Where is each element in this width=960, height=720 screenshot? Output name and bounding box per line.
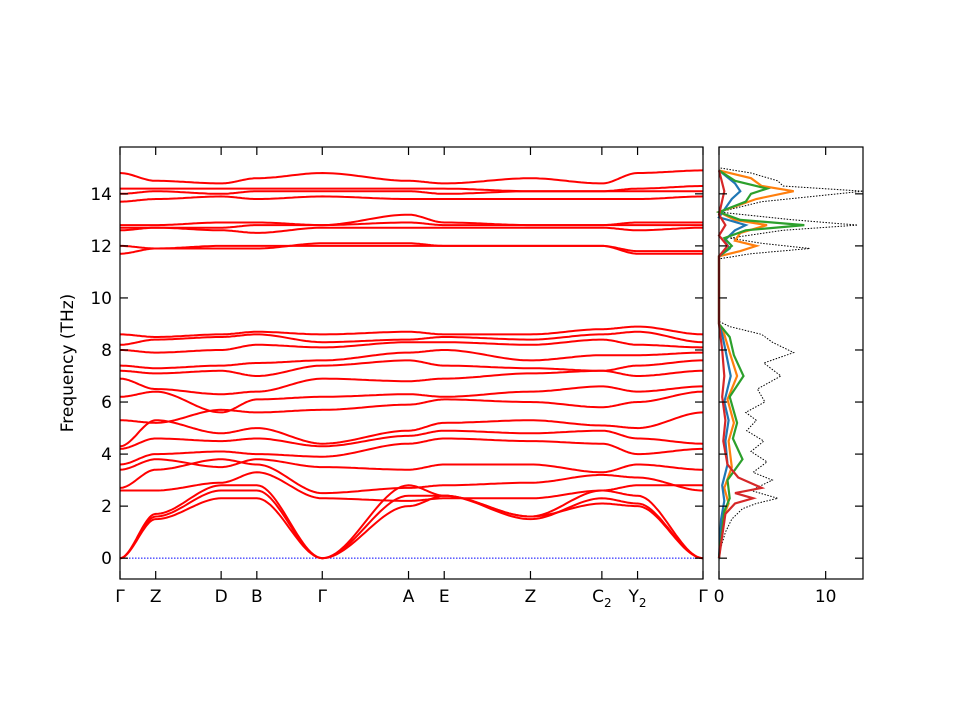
band-line-14 [120, 338, 703, 354]
dos-x-tick-label: 10 [815, 587, 837, 607]
x-tick-label: C2 [592, 587, 612, 610]
x-tick-label: Z [150, 587, 162, 607]
x-tick-label: B [251, 587, 263, 607]
band-line-6 [119, 437, 703, 466]
band-line-11 [119, 369, 703, 396]
dos-series-4 [717, 170, 766, 559]
band-line-9 [120, 390, 704, 424]
band-line-5 [119, 458, 703, 474]
dos-lines [715, 167, 864, 561]
x-tick-label: D [215, 587, 228, 607]
y-tick-label: 10 [90, 289, 112, 309]
band-line-10 [120, 385, 703, 414]
band-line-25 [119, 169, 703, 185]
x-tick-label: A [403, 587, 415, 607]
band-line-15 [120, 330, 704, 346]
band-line-4 [119, 458, 703, 495]
band-line-2 [119, 484, 704, 560]
band-structure-plot: 0 2 4 6 8 10 12 14 Γ Z D B Γ A E Z C2 Y2 Γ Frequency (THz… [58, 146, 708, 610]
dos-x-tick-label: 0 [714, 587, 725, 607]
band-line-1 [119, 494, 704, 560]
dos-plot: 0 10 [714, 146, 864, 607]
band-lines [119, 169, 704, 560]
x-tick-label: Γ [115, 587, 125, 607]
band-line-16 [120, 325, 704, 338]
dos-series-0 [718, 167, 864, 561]
high-symmetry-lines [119, 147, 704, 579]
y-tick-label: 14 [90, 185, 112, 205]
y-tick-label: 12 [90, 237, 112, 257]
band-line-24 [120, 185, 703, 193]
band-line-22 [119, 195, 704, 203]
x-axis-ticks: Γ Z D B Γ A E Z C2 Y2 Γ [115, 587, 708, 610]
y-axis-ticks: 0 2 4 6 8 10 12 14 [90, 185, 703, 569]
y-tick-label: 4 [101, 445, 112, 465]
x-tick-label: Γ [698, 587, 708, 607]
dos-plot-frame [718, 146, 864, 580]
dos-axis-ticks: 0 10 [714, 147, 863, 607]
y-tick-label: 0 [101, 549, 112, 569]
band-line-18 [120, 244, 703, 255]
y-axis-label: Frequency (THz) [58, 294, 78, 433]
band-plot-frame [119, 146, 704, 580]
band-line-3 [120, 471, 703, 502]
band-line-12 [120, 359, 703, 377]
y-tick-label: 2 [101, 497, 112, 517]
band-line-13 [120, 349, 703, 370]
x-tick-label: Y2 [628, 587, 647, 610]
band-line-21 [120, 213, 703, 227]
band-line-8 [119, 411, 704, 448]
dos-series-3 [715, 169, 805, 559]
band-line-23 [120, 190, 703, 195]
band-line-19 [120, 226, 703, 234]
y-tick-label: 8 [101, 341, 112, 361]
x-tick-label: Z [525, 587, 537, 607]
x-tick-label: Γ [318, 587, 328, 607]
x-tick-label: E [439, 587, 450, 607]
y-tick-label: 6 [101, 393, 112, 413]
band-line-7 [119, 429, 704, 450]
band-line-0 [119, 489, 704, 560]
